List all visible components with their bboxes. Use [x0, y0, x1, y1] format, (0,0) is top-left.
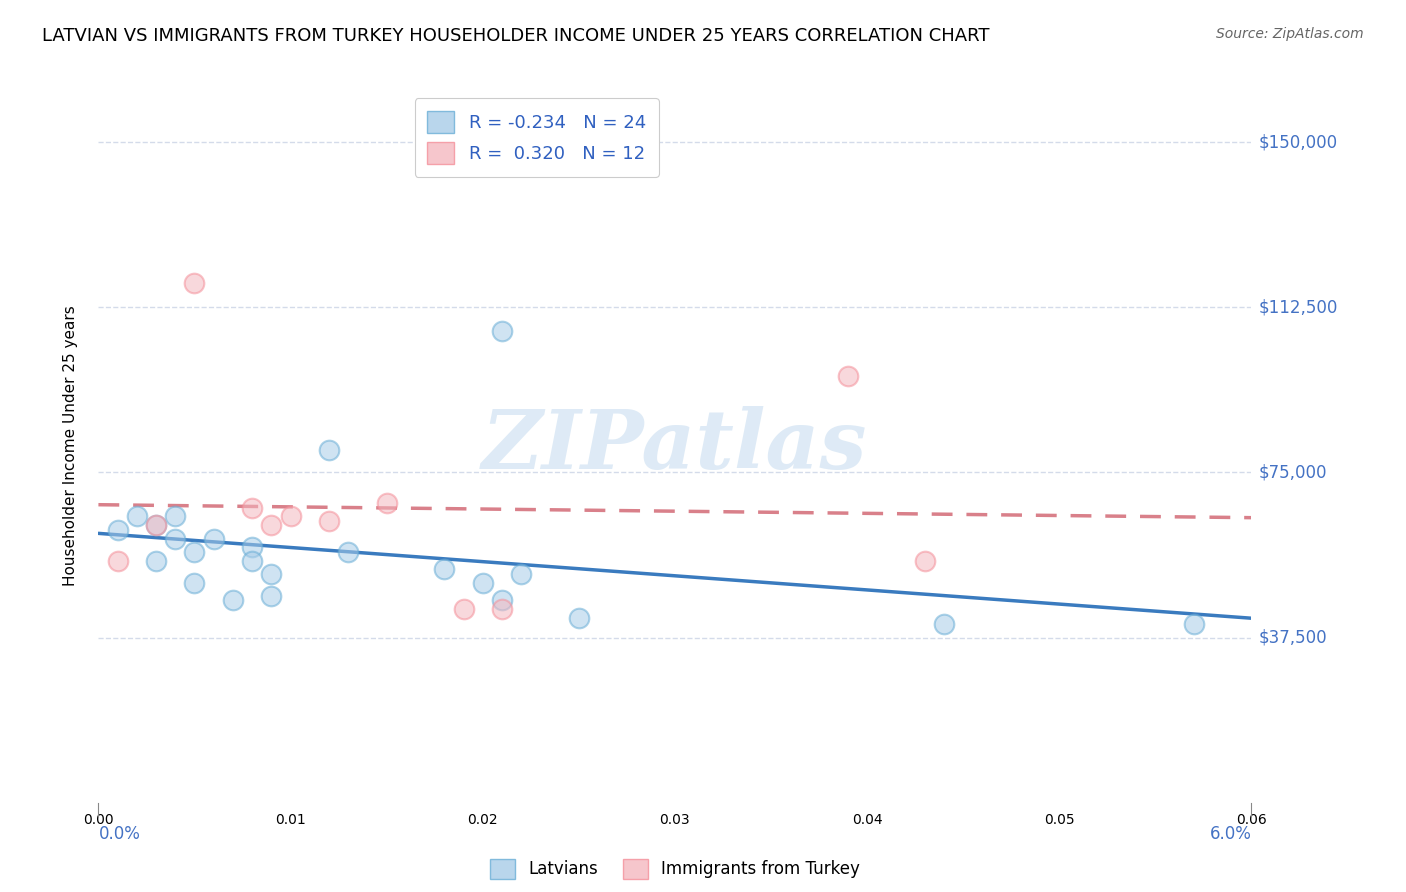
- Point: [1182, 617, 1205, 632]
- Y-axis label: Householder Income Under 25 years: Householder Income Under 25 years: [63, 306, 77, 586]
- Point: [433, 562, 456, 576]
- Point: [318, 443, 340, 458]
- Point: [318, 514, 340, 528]
- Point: [183, 575, 205, 590]
- Text: $112,500: $112,500: [1258, 298, 1337, 317]
- Point: [914, 553, 936, 567]
- Text: ZIPatlas: ZIPatlas: [482, 406, 868, 486]
- Point: [375, 496, 398, 510]
- Text: 6.0%: 6.0%: [1209, 825, 1251, 843]
- Point: [145, 553, 167, 567]
- Text: $37,500: $37,500: [1258, 629, 1327, 647]
- Point: [260, 566, 283, 581]
- Point: [932, 617, 955, 632]
- Text: 0.0%: 0.0%: [98, 825, 141, 843]
- Point: [491, 602, 513, 616]
- Point: [471, 575, 494, 590]
- Point: [280, 509, 302, 524]
- Point: [568, 611, 591, 625]
- Point: [145, 518, 167, 533]
- Point: [510, 566, 533, 581]
- Point: [491, 325, 513, 339]
- Text: Source: ZipAtlas.com: Source: ZipAtlas.com: [1216, 27, 1364, 41]
- Point: [165, 532, 187, 546]
- Point: [125, 509, 148, 524]
- Point: [107, 523, 129, 537]
- Text: $150,000: $150,000: [1258, 133, 1337, 151]
- Point: [240, 541, 263, 555]
- Text: LATVIAN VS IMMIGRANTS FROM TURKEY HOUSEHOLDER INCOME UNDER 25 YEARS CORRELATION : LATVIAN VS IMMIGRANTS FROM TURKEY HOUSEH…: [42, 27, 990, 45]
- Point: [491, 593, 513, 607]
- Legend: Latvians, Immigrants from Turkey: Latvians, Immigrants from Turkey: [481, 850, 869, 888]
- Point: [260, 589, 283, 603]
- Point: [183, 276, 205, 290]
- Point: [165, 509, 187, 524]
- Point: [222, 593, 245, 607]
- Point: [240, 500, 263, 515]
- Point: [183, 545, 205, 559]
- Point: [260, 518, 283, 533]
- Point: [837, 368, 859, 383]
- Text: $75,000: $75,000: [1258, 464, 1327, 482]
- Point: [107, 553, 129, 567]
- Point: [453, 602, 475, 616]
- Point: [240, 553, 263, 567]
- Point: [337, 545, 360, 559]
- Point: [145, 518, 167, 533]
- Point: [202, 532, 225, 546]
